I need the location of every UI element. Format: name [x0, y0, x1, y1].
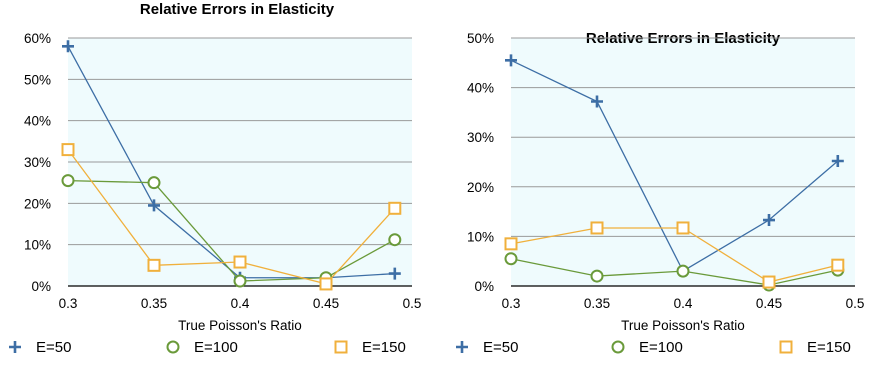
- data-point: [147, 258, 161, 272]
- x-tick-label: 0.4: [674, 296, 693, 311]
- data-point: [61, 143, 75, 157]
- data-point: [762, 275, 776, 289]
- x-tick-label: 0.3: [59, 296, 78, 311]
- legend-item: E=50: [456, 339, 518, 356]
- legend-label: E=50: [483, 339, 518, 356]
- series-e-150: [504, 221, 845, 289]
- legend-label: E=150: [362, 339, 406, 356]
- series-e-100: [61, 174, 402, 288]
- chart-title: Relative Errors in Elasticity: [140, 1, 335, 18]
- legend-item: E=50: [9, 339, 71, 356]
- x-axis-title: True Poisson's Ratio: [621, 318, 745, 333]
- y-tick-label: 40%: [24, 114, 51, 129]
- legend-item: E=100: [611, 339, 683, 356]
- x-tick-label: 0.4: [231, 296, 250, 311]
- legend-marker: [9, 341, 21, 353]
- legend-label: E=150: [807, 339, 851, 356]
- data-point: [763, 214, 775, 227]
- legend-label: E=50: [36, 339, 71, 356]
- y-tick-label: 20%: [24, 196, 51, 211]
- data-point: [61, 174, 75, 188]
- data-point: [233, 274, 247, 288]
- data-point: [831, 258, 845, 272]
- data-point: [591, 95, 603, 108]
- y-tick-label: 30%: [24, 155, 51, 170]
- y-tick-label: 10%: [24, 238, 51, 253]
- x-tick-label: 0.35: [584, 296, 610, 311]
- legend-item: E=150: [334, 339, 406, 356]
- legend-marker: [456, 341, 468, 353]
- chart-2: Relative Errors in Elasticity0%10%20%30%…: [456, 30, 864, 356]
- legend-marker: [779, 340, 793, 354]
- y-tick-label: 30%: [467, 130, 494, 145]
- x-tick-label: 0.45: [756, 296, 782, 311]
- legend-marker: [334, 340, 348, 354]
- data-point: [676, 264, 690, 278]
- y-tick-label: 0%: [474, 279, 494, 294]
- data-point: [504, 237, 518, 251]
- data-point: [676, 221, 690, 235]
- data-point: [590, 221, 604, 235]
- data-point: [831, 155, 844, 168]
- legend-marker: [166, 340, 180, 354]
- data-point: [62, 40, 74, 53]
- data-point: [388, 201, 402, 215]
- x-tick-label: 0.5: [846, 296, 865, 311]
- x-tick-label: 0.3: [502, 296, 521, 311]
- data-point: [388, 267, 401, 280]
- y-tick-label: 20%: [467, 180, 494, 195]
- chart-1: Relative Errors in Elasticity 0% 10% 20% 30%…: [9, 1, 421, 356]
- y-tick-label: 40%: [467, 81, 494, 96]
- data-point: [505, 54, 517, 67]
- data-point: [319, 277, 333, 291]
- y-tick-label: 50%: [467, 31, 494, 46]
- legend-item: E=100: [166, 339, 238, 356]
- y-tick-label: 50%: [24, 72, 51, 87]
- x-tick-label: 0.35: [141, 296, 167, 311]
- legend-label: E=100: [639, 339, 683, 356]
- x-tick-label: 0.5: [403, 296, 422, 311]
- x-axis-title: True Poisson's Ratio: [178, 318, 302, 333]
- plot-area: [511, 38, 855, 286]
- y-tick-label: 0%: [31, 279, 51, 294]
- x-tick-label: 0.45: [313, 296, 339, 311]
- data-point: [148, 199, 160, 212]
- series-e-150: [61, 143, 402, 291]
- legend-item: E=150: [779, 339, 851, 356]
- data-point: [504, 252, 518, 266]
- legend-marker: [611, 340, 625, 354]
- data-point: [233, 255, 247, 269]
- data-point: [147, 176, 161, 190]
- y-tick-label: 60%: [24, 31, 51, 46]
- data-point: [590, 269, 604, 283]
- data-point: [388, 233, 402, 247]
- legend-label: E=100: [194, 339, 238, 356]
- y-tick-label: 10%: [467, 229, 494, 244]
